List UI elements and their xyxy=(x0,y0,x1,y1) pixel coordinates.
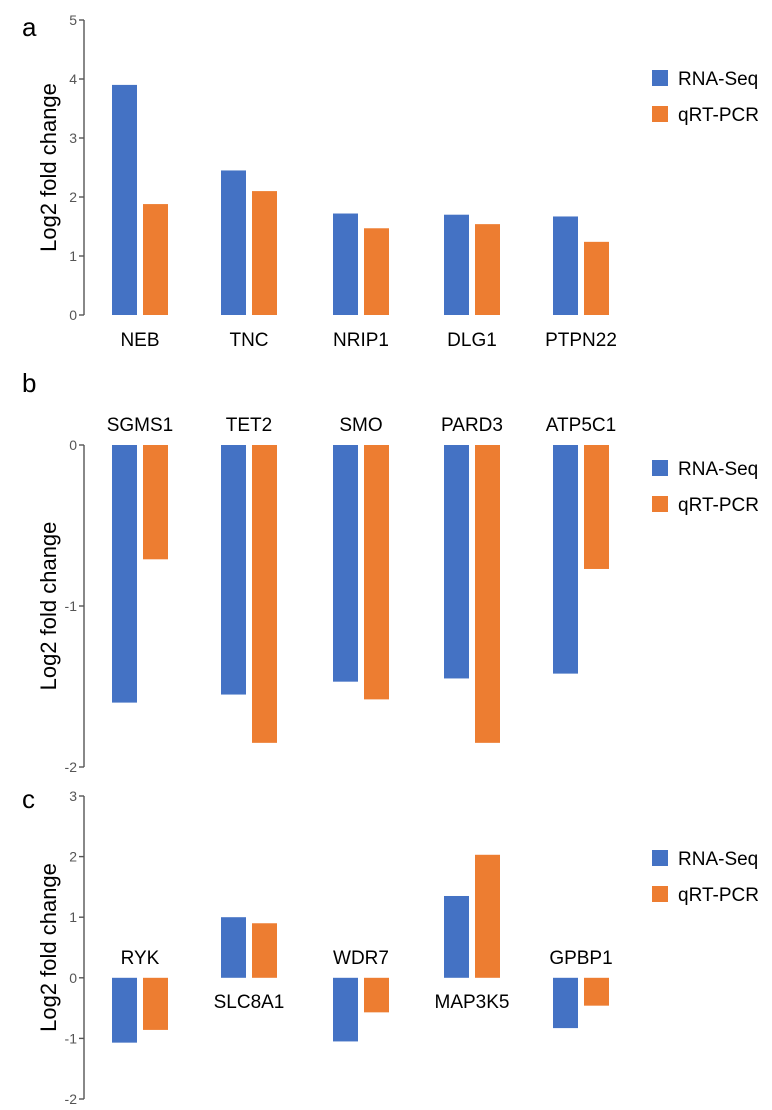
y-tick-label: 1 xyxy=(69,909,77,925)
bar-rna-seq xyxy=(444,895,469,978)
y-tick-label: -2 xyxy=(65,759,78,775)
bar-rna-seq xyxy=(221,917,246,978)
legend-label: qRT-PCR xyxy=(678,495,759,516)
bar-qrt-pcr xyxy=(584,241,609,315)
panel-letter-c: c xyxy=(22,784,35,814)
panel-letter-a: a xyxy=(22,12,37,42)
category-label: SMO xyxy=(339,415,382,436)
legend-label: qRT-PCR xyxy=(678,885,759,906)
bar-rna-seq xyxy=(553,977,578,1029)
category-label: ATP5C1 xyxy=(546,415,616,436)
y-tick-label: 2 xyxy=(69,189,77,205)
bar-qrt-pcr xyxy=(143,445,168,560)
legend-label: qRT-PCR xyxy=(678,105,759,126)
bar-rna-seq xyxy=(333,445,358,682)
y-axis-label: Log2 fold change xyxy=(36,83,61,252)
category-label: NEB xyxy=(120,330,159,351)
legend-label: RNA-Seq xyxy=(678,459,758,480)
bar-rna-seq xyxy=(553,445,578,674)
category-label: MAP3K5 xyxy=(435,992,510,1013)
bar-qrt-pcr xyxy=(252,923,277,978)
category-label: NRIP1 xyxy=(333,330,389,351)
category-label: TET2 xyxy=(226,415,272,436)
bar-qrt-pcr xyxy=(143,204,168,315)
y-tick-label: 3 xyxy=(69,130,77,146)
y-tick-label: 4 xyxy=(69,71,77,87)
bar-qrt-pcr xyxy=(475,224,500,315)
category-label: TNC xyxy=(229,330,268,351)
bar-qrt-pcr xyxy=(252,191,277,315)
category-label: PARD3 xyxy=(441,415,503,436)
bar-qrt-pcr xyxy=(364,228,389,315)
y-axis-label: Log2 fold change xyxy=(36,522,61,691)
legend-swatch xyxy=(652,106,668,122)
bar-qrt-pcr xyxy=(364,445,389,700)
y-tick-label: 0 xyxy=(69,437,77,453)
legend-swatch xyxy=(652,70,668,86)
legend-label: RNA-Seq xyxy=(678,69,758,90)
bar-qrt-pcr xyxy=(364,977,389,1013)
category-label: PTPN22 xyxy=(545,330,617,351)
bar-rna-seq xyxy=(444,214,469,315)
bar-qrt-pcr xyxy=(475,445,500,743)
bar-rna-seq xyxy=(112,977,137,1043)
bar-rna-seq xyxy=(444,445,469,679)
bar-qrt-pcr xyxy=(584,977,609,1006)
bar-qrt-pcr xyxy=(584,445,609,569)
bar-rna-seq xyxy=(112,84,137,316)
bar-rna-seq xyxy=(221,170,246,315)
y-axis-label: Log2 fold change xyxy=(36,863,61,1032)
y-tick-label: -1 xyxy=(65,1030,78,1046)
bar-qrt-pcr xyxy=(143,977,168,1030)
bar-qrt-pcr xyxy=(475,854,500,978)
category-label: WDR7 xyxy=(333,948,389,969)
bar-rna-seq xyxy=(333,213,358,315)
panel-a: a 0 1 2 3 4 5 Log2 fold change NEB TNC NRIP1 DLG1 P… xyxy=(22,12,759,351)
bar-qrt-pcr xyxy=(252,445,277,743)
bar-rna-seq xyxy=(553,216,578,315)
legend-swatch xyxy=(652,496,668,512)
category-label: DLG1 xyxy=(447,330,497,351)
y-tick-label: 0 xyxy=(69,970,77,986)
panel-letter-b: b xyxy=(22,368,36,398)
y-tick-label: 5 xyxy=(69,12,77,28)
category-label: GPBP1 xyxy=(549,948,612,969)
bar-rna-seq xyxy=(333,977,358,1042)
y-tick-label: 2 xyxy=(69,849,77,865)
legend-swatch xyxy=(652,460,668,476)
panel-c: c 3 2 1 0 -1 -2 Log2 fold change RYK SLC8A1 WDR7 M… xyxy=(22,784,759,1107)
y-tick-label: 0 xyxy=(69,307,77,323)
category-label: SGMS1 xyxy=(107,415,174,436)
bar-rna-seq xyxy=(221,445,246,695)
y-tick-label: 1 xyxy=(69,248,77,264)
bar-rna-seq xyxy=(112,445,137,703)
category-label: SLC8A1 xyxy=(214,992,285,1013)
legend-swatch xyxy=(652,850,668,866)
y-tick-label: 3 xyxy=(69,788,77,804)
panel-b: b 0 -1 -2 Log2 fold change SGMS1 TET2 SMO PARD3… xyxy=(22,368,759,775)
y-tick-label: -2 xyxy=(65,1091,78,1107)
category-label: RYK xyxy=(121,948,160,969)
legend-label: RNA-Seq xyxy=(678,849,758,870)
legend-swatch xyxy=(652,886,668,902)
y-tick-label: -1 xyxy=(65,598,78,614)
